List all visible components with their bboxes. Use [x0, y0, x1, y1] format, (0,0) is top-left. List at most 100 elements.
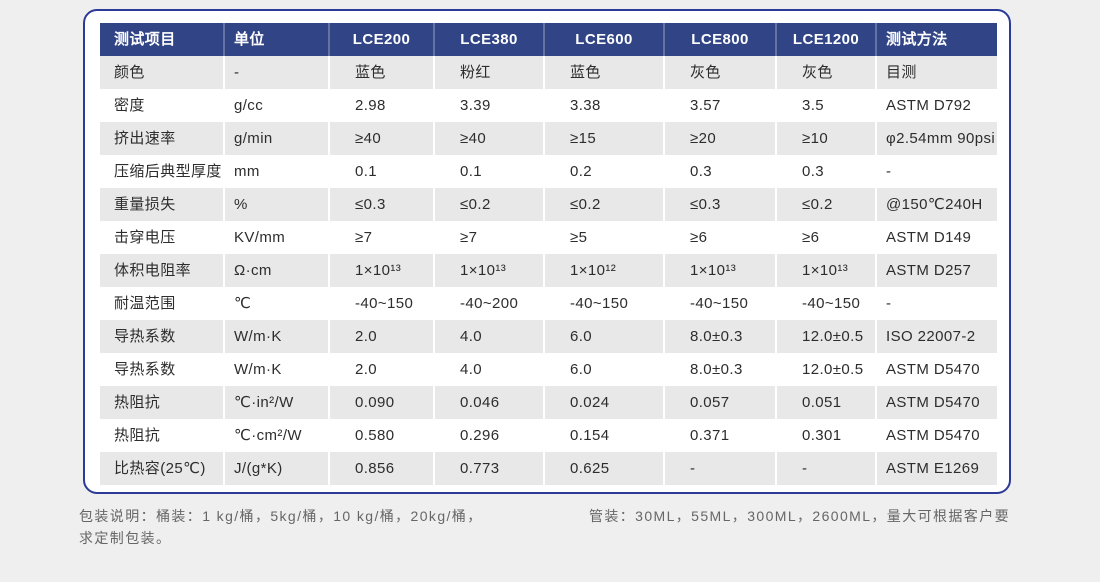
column-header-lce1200: LCE1200 [777, 23, 877, 56]
table-cell: 1×10¹³ [777, 254, 877, 287]
table-cell: 0.625 [545, 452, 665, 485]
spec-card: 测试项目 单位 LCE200 LCE380 LCE600 LCE800 LCE1… [83, 9, 1011, 494]
table-cell: ≥10 [777, 122, 877, 155]
column-header-lce200: LCE200 [330, 23, 435, 56]
table-cell: 6.0 [545, 353, 665, 386]
table-cell: -40~150 [665, 287, 777, 320]
table-cell: 4.0 [435, 320, 545, 353]
table-cell: 0.024 [545, 386, 665, 419]
table-cell: ASTM D792 [886, 97, 972, 114]
column-header-lce600: LCE600 [545, 23, 665, 56]
table-cell: 2.0 [330, 353, 435, 386]
table-cell: g/min [225, 122, 330, 155]
table-cell: 0.2 [545, 155, 665, 188]
table-cell: ≥20 [665, 122, 777, 155]
table-cell: ≤0.2 [777, 188, 877, 221]
table-cell: Ω·cm [225, 254, 330, 287]
row-label: 挤出速率 [100, 122, 225, 155]
packaging-line-1: 包装说明：桶装：1 kg/桶，5kg/桶，10 kg/桶，20kg/桶， 管装：… [79, 505, 1010, 527]
table-cell: 0.1 [330, 155, 435, 188]
table-cell: @150℃240H [886, 196, 983, 213]
row-label: 热阻抗 [100, 386, 225, 419]
table-cell: 0.773 [435, 452, 545, 485]
table-cell: 0.090 [330, 386, 435, 419]
table-cell: 1×10¹² [545, 254, 665, 287]
table-cell: 2.98 [330, 89, 435, 122]
packaging-note: 包装说明：桶装：1 kg/桶，5kg/桶，10 kg/桶，20kg/桶， 管装：… [79, 505, 1010, 549]
table-cell: 0.046 [435, 386, 545, 419]
table-cell: ≥40 [330, 122, 435, 155]
table-cell: 8.0±0.3 [665, 353, 777, 386]
table-cell: 3.57 [665, 89, 777, 122]
table-row: 击穿电压 KV/mm ≥7 ≥7 ≥5 ≥6 ≥6 ASTM D149 [100, 221, 997, 254]
row-label: 密度 [100, 89, 225, 122]
table-cell: ℃ [225, 287, 330, 320]
table-cell: 灰色 [777, 56, 877, 89]
table-row: 重量损失% ≤0.3 ≤0.2 ≤0.2 ≤0.3 ≤0.2 @150℃240H [100, 188, 997, 221]
table-cell: ≥6 [777, 221, 877, 254]
table-cell: g/cc [225, 89, 330, 122]
table-cell: ≥5 [545, 221, 665, 254]
table-cell: -40~150 [777, 287, 877, 320]
table-cell: 4.0 [435, 353, 545, 386]
table-cell: 0.580 [330, 419, 435, 452]
table-row: 压缩后典型厚度 mm 0.1 0.1 0.2 0.3 0.3- [100, 155, 997, 188]
table-cell: % [225, 188, 330, 221]
table-cell: ASTM D5470 [886, 361, 981, 378]
table-cell: 0.296 [435, 419, 545, 452]
table-row: 体积电阻率 Ω·cm 1×10¹³ 1×10¹³ 1×10¹² 1×10¹³ 1×10¹³ A… [100, 254, 997, 287]
table-cell: 3.5 [777, 89, 877, 122]
table-row: 导热系数 W/m·K 2.0 4.0 6.0 8.0±0.3 12.0±0.5 ASTM D5… [100, 353, 997, 386]
table-cell: 0.3 [665, 155, 777, 188]
table-cell: KV/mm [225, 221, 330, 254]
table-cell: - [665, 452, 777, 485]
table-row: 比热容(25℃) J/(g*K) 0.856 0.773 0.625- - ASTM E12… [100, 452, 997, 485]
table-cell: mm [225, 155, 330, 188]
table-cell: ≤0.2 [545, 188, 665, 221]
table-cell: - [886, 163, 892, 180]
table-row: 密度 g/cc 2.98 3.39 3.38 3.57 3.5 ASTM D792 [100, 89, 997, 122]
row-label: 重量损失 [100, 188, 225, 221]
table-row: 热阻抗 ℃·in²/W 0.090 0.046 0.024 0.057 0.051 ASTM … [100, 386, 997, 419]
table-cell: J/(g*K) [225, 452, 330, 485]
table-cell: ≤0.3 [665, 188, 777, 221]
table-cell: W/m·K [225, 320, 330, 353]
table-cell: 6.0 [545, 320, 665, 353]
table-cell: 灰色 [665, 56, 777, 89]
packaging-barrel-text: 包装说明：桶装：1 kg/桶，5kg/桶，10 kg/桶，20kg/桶， [79, 508, 483, 524]
table-cell: 2.0 [330, 320, 435, 353]
table-cell: 蓝色 [330, 56, 435, 89]
table-cell: - [886, 295, 892, 312]
table-cell: 1×10¹³ [665, 254, 777, 287]
table-cell: 0.1 [435, 155, 545, 188]
table-cell: 1×10¹³ [330, 254, 435, 287]
table-cell: ≥7 [435, 221, 545, 254]
column-header-lce380: LCE380 [435, 23, 545, 56]
row-label: 比热容(25℃) [100, 452, 225, 485]
table-cell: -40~200 [435, 287, 545, 320]
spec-table: 测试项目 单位 LCE200 LCE380 LCE600 LCE800 LCE1… [100, 23, 997, 485]
table-cell: -40~150 [545, 287, 665, 320]
row-label: 击穿电压 [100, 221, 225, 254]
table-row: 热阻抗 ℃·cm²/W 0.580 0.296 0.154 0.371 0.301 ASTM … [100, 419, 997, 452]
packaging-line-2: 求定制包装。 [79, 530, 172, 546]
table-cell: ASTM D149 [886, 229, 972, 246]
row-label: 颜色 [100, 56, 225, 89]
table-cell: ℃·cm²/W [225, 419, 330, 452]
table-cell: 3.39 [435, 89, 545, 122]
column-header-unit: 单位 [225, 23, 330, 56]
table-cell: ASTM E1269 [886, 460, 980, 477]
table-cell: ≥15 [545, 122, 665, 155]
table-cell: 3.38 [545, 89, 665, 122]
row-label: 导热系数 [100, 353, 225, 386]
column-header-lce800: LCE800 [665, 23, 777, 56]
row-label: 压缩后典型厚度 [100, 155, 225, 188]
table-cell: 0.856 [330, 452, 435, 485]
table-cell: 0.057 [665, 386, 777, 419]
table-cell: 蓝色 [545, 56, 665, 89]
table-cell: ISO 22007-2 [886, 328, 976, 345]
table-cell: 12.0±0.5 [777, 320, 877, 353]
table-row: 颜色 - 蓝色 粉红 蓝色 灰色 灰色 目测 [100, 56, 997, 89]
table-body: 颜色 - 蓝色 粉红 蓝色 灰色 灰色 目测 密度 g/cc 2.98 3.39 3.38 3.57 3.5… [100, 56, 997, 485]
